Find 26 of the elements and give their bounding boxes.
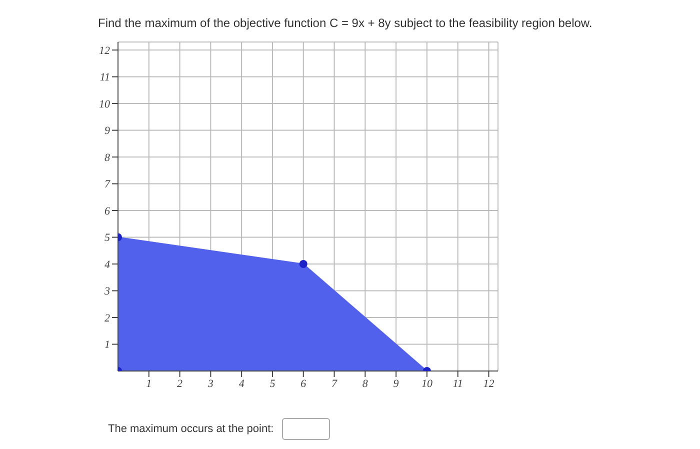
x-tick-label: 8 [362, 378, 368, 390]
x-tick-label: 6 [300, 378, 307, 390]
y-tick-label: 3 [104, 286, 110, 298]
y-tick-label: 4 [104, 258, 110, 271]
x-tick-label: 12 [483, 378, 495, 390]
y-tick-label: 6 [104, 205, 110, 218]
y-tick-label: 11 [100, 72, 110, 84]
x-tick-label: 10 [421, 378, 433, 390]
x-tick-label: 11 [452, 378, 463, 390]
y-tick-label: 7 [104, 178, 110, 191]
y-tick-label: 8 [104, 152, 110, 164]
x-tick-label: 3 [206, 378, 214, 390]
chart-title: Find the maximum of the objective function C = 9x + 8y subject to the feasibility region below. [97, 15, 594, 30]
x-tick-label: 4 [238, 378, 245, 390]
text: The maximum occurs at the point: [108, 423, 274, 435]
x-tick-label: 7 [332, 378, 338, 390]
y-tick-label: 1 [104, 339, 110, 352]
x-tick-label: 5 [270, 378, 276, 390]
y-tick-label: 5 [104, 232, 110, 244]
x-tick-label: 1 [146, 378, 152, 390]
x-tick-label: 2 [177, 378, 184, 390]
y-tick-label: 2 [104, 312, 110, 324]
y-tick-label: 10 [99, 98, 110, 110]
x-tick-label: 9 [393, 378, 400, 390]
y-tick-label: 9 [104, 125, 110, 138]
y-tick-label: 12 [99, 44, 110, 57]
